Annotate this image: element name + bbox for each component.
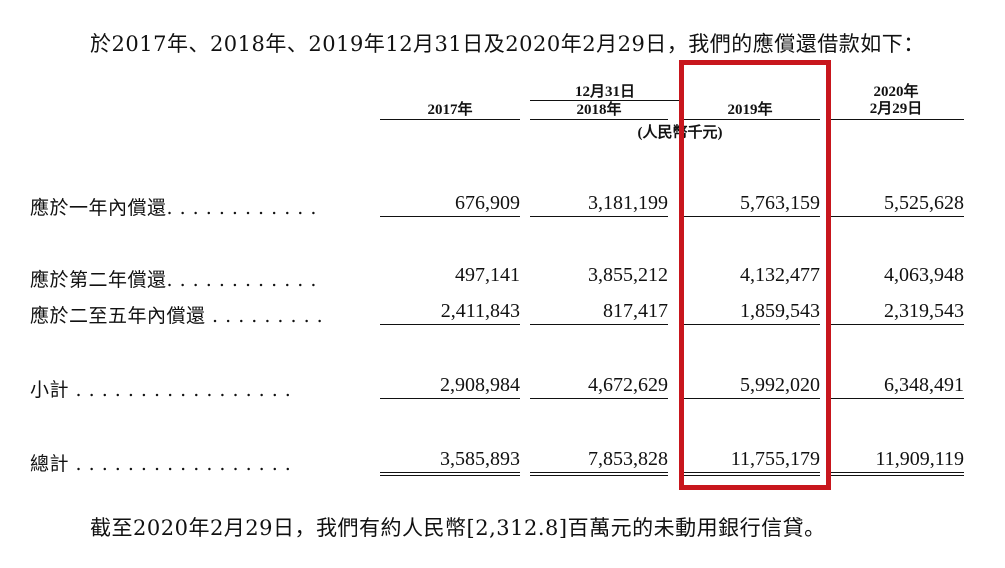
cell-value: 4,672,629 [588, 374, 668, 396]
cell-value: 676,909 [455, 192, 520, 214]
header-rule-2018 [530, 119, 668, 120]
cell-value: 3,585,893 [440, 448, 520, 470]
cell-value: 2,411,843 [440, 300, 520, 322]
row-label: 應於第二年償還. . . . . . . . . . . . [30, 269, 317, 291]
row-label: 小計 . . . . . . . . . . . . . . . . . [30, 379, 292, 401]
cell-value: 1,859,543 [740, 300, 820, 322]
cell-value: 6,348,491 [884, 374, 964, 396]
row-rule [530, 216, 668, 217]
cell-value: 11,909,119 [875, 448, 964, 470]
total-double-rule [380, 472, 520, 476]
row-rule [828, 398, 964, 399]
header-rule-2020 [828, 119, 964, 120]
cell-value: 5,992,020 [740, 374, 820, 396]
cell-value: 4,132,477 [740, 264, 820, 286]
cell-value: 2,319,543 [884, 300, 964, 322]
total-double-rule [530, 472, 668, 476]
row-label: 總計 . . . . . . . . . . . . . . . . . [30, 453, 292, 475]
row-rule [680, 398, 820, 399]
header-col-2017: 2017年 [427, 102, 473, 118]
header-rule-2017 [380, 119, 520, 120]
cell-value: 2,908,984 [440, 374, 520, 396]
header-col-2020-bottom: 2月29日 [869, 101, 923, 117]
header-group-rule [530, 100, 680, 101]
total-double-rule [680, 472, 820, 476]
cell-value: 3,855,212 [588, 264, 668, 286]
row-rule [680, 216, 820, 217]
cell-value: 497,141 [455, 264, 520, 286]
outro-text: 截至2020年2月29日，我們有約人民幣[2,312.8]百萬元的未動用銀行信貸… [90, 516, 826, 540]
cell-value: 4,063,948 [884, 264, 964, 286]
cell-value: 5,763,159 [740, 192, 820, 214]
row-rule [828, 216, 964, 217]
intro-text: 於2017年、2018年、2019年12月31日及2020年2月29日，我們的應… [90, 32, 925, 56]
row-rule [828, 324, 964, 325]
row-label: 應於一年內償還. . . . . . . . . . . . [30, 197, 317, 219]
header-col-2019: 2019年 [727, 102, 773, 118]
header-col-2020-top: 2020年 [873, 84, 919, 100]
cell-value: 7,853,828 [588, 448, 668, 470]
header-group-label: 12月31日 [574, 84, 635, 100]
cell-value: 11,755,179 [730, 448, 820, 470]
row-rule [380, 398, 520, 399]
highlight-box-2019 [679, 60, 831, 490]
cell-value: 3,181,199 [588, 192, 668, 214]
row-rule [680, 324, 820, 325]
header-col-2018: 2018年 [576, 102, 622, 118]
total-double-rule [828, 472, 964, 476]
row-rule [380, 324, 520, 325]
row-rule [530, 324, 668, 325]
cell-value: 5,525,628 [884, 192, 964, 214]
row-rule [530, 398, 668, 399]
header-rule-2019 [680, 119, 820, 120]
row-label: 應於二至五年內償還 . . . . . . . . . [30, 305, 324, 327]
cell-value: 817,417 [603, 300, 668, 322]
row-rule [380, 216, 520, 217]
